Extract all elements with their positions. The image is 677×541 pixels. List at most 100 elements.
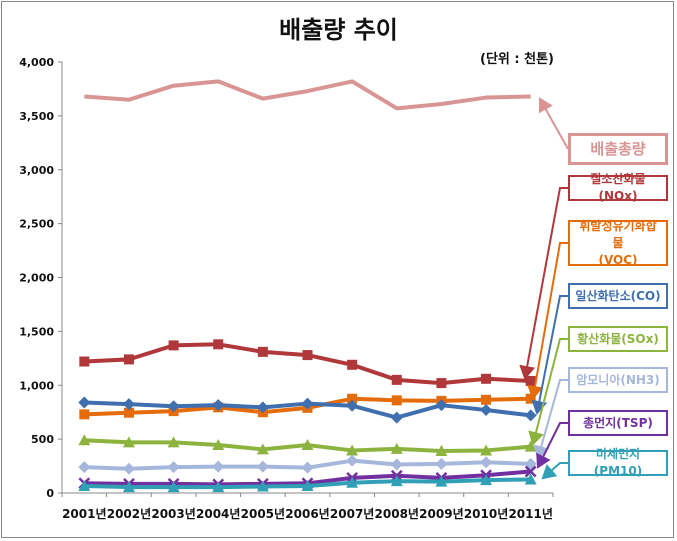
data-point: [480, 404, 493, 417]
x-tick-label: 2011년: [508, 507, 552, 521]
data-point: [79, 356, 90, 367]
data-point: [480, 474, 493, 486]
legend-arrow: [531, 295, 568, 415]
x-tick-label: 2006년: [285, 507, 329, 521]
data-point: [524, 409, 537, 422]
series-line: [84, 79, 531, 111]
legend-arrow: [527, 242, 568, 400]
data-point: [435, 457, 448, 470]
data-point: [346, 454, 359, 467]
legend-item: 일산화탄소(CO): [568, 283, 668, 309]
legend-arrow: [541, 462, 568, 480]
data-point: [524, 465, 537, 478]
data-point: [481, 394, 492, 405]
data-point: [122, 436, 135, 448]
data-point: [435, 444, 448, 456]
legend-item: 질소산화물(NOx): [568, 172, 668, 203]
legend-item: 배출총량: [568, 133, 668, 165]
y-tick-label: 1,000: [19, 379, 54, 392]
data-point: [480, 444, 493, 456]
data-point: [256, 460, 269, 473]
legend-label: 총먼지(TSP): [583, 415, 653, 430]
data-point: [122, 398, 135, 411]
y-tick-label: 2,000: [19, 272, 54, 285]
y-tick-label: 4,000: [19, 56, 54, 69]
legend-arrow: [538, 97, 569, 150]
data-point: [78, 479, 91, 491]
data-point: [122, 481, 135, 493]
legend-item: 미세먼지(PM10): [568, 447, 668, 478]
unit-note: (단위 : 천톤): [480, 52, 554, 67]
data-point: [123, 407, 134, 418]
x-tick-label: 2007년: [330, 507, 374, 521]
data-point: [168, 340, 179, 351]
data-point: [78, 396, 91, 409]
data-point: [78, 434, 91, 446]
legend-arrow: [528, 338, 568, 446]
data-point: [256, 443, 269, 455]
data-point: [346, 476, 359, 488]
data-point: [212, 439, 225, 451]
data-point: [257, 346, 268, 357]
x-tick-label: 2010년: [464, 507, 508, 521]
legend-item: 휘발성유기화합물 (VOC): [568, 218, 668, 267]
data-point: [435, 399, 448, 412]
data-point: [167, 400, 180, 413]
x-tick-label: 2008년: [375, 507, 419, 521]
legend-label: 미세먼지(PM10): [593, 447, 643, 478]
legend-label: 암모니아(NH3): [576, 372, 660, 387]
data-point: [390, 411, 403, 424]
data-point: [347, 359, 358, 370]
x-tick-label: 2003년: [151, 507, 195, 521]
data-point: [167, 461, 180, 474]
data-point: [301, 397, 314, 410]
data-point: [167, 481, 180, 493]
data-point: [346, 444, 359, 456]
x-tick-label: 2009년: [419, 507, 463, 521]
legend-arrow: [519, 187, 568, 380]
legend-item: 총먼지(TSP): [568, 410, 668, 436]
y-tick-label: 3,500: [19, 110, 54, 123]
data-point: [346, 399, 359, 412]
data-point: [301, 439, 314, 451]
data-point: [122, 462, 135, 475]
x-tick-label: 2004년: [196, 507, 240, 521]
data-point: [123, 354, 134, 365]
y-tick-label: 2,500: [19, 218, 54, 231]
data-point: [524, 473, 537, 485]
data-point: [436, 378, 447, 389]
data-point: [213, 339, 224, 350]
data-point: [480, 456, 493, 469]
legend-arrow: [536, 422, 568, 469]
legend-label: 휘발성유기화합물: [579, 218, 657, 250]
data-point: [78, 461, 91, 474]
data-point: [256, 401, 269, 414]
data-point: [301, 461, 314, 474]
x-tick-label: 2002년: [107, 507, 151, 521]
data-point: [79, 409, 90, 420]
data-point: [525, 375, 536, 386]
data-point: [302, 350, 313, 361]
x-tick-label: 2001년: [62, 507, 106, 521]
legend-item: 암모니아(NH3): [568, 367, 668, 393]
data-point: [481, 373, 492, 384]
y-tick-label: 500: [31, 433, 54, 446]
legend-label: 배출총량: [590, 139, 646, 158]
x-tick-label: 2005년: [241, 507, 285, 521]
legend-label: 황산화물(SOx): [577, 331, 659, 346]
y-tick-label: 0: [46, 487, 54, 500]
data-point: [301, 479, 314, 491]
data-point: [390, 458, 403, 471]
data-point: [256, 480, 269, 492]
legend-label-line2: (VOC): [598, 252, 638, 267]
data-point: [390, 442, 403, 454]
data-point: [212, 460, 225, 473]
data-point: [347, 393, 358, 404]
chart-title: 배출량 추이: [279, 16, 398, 44]
data-point: [391, 395, 402, 406]
y-tick-label: 3,000: [19, 164, 54, 177]
data-point: [390, 475, 403, 487]
legend-item: 황산화물(SOx): [568, 326, 668, 352]
data-point: [212, 481, 225, 493]
